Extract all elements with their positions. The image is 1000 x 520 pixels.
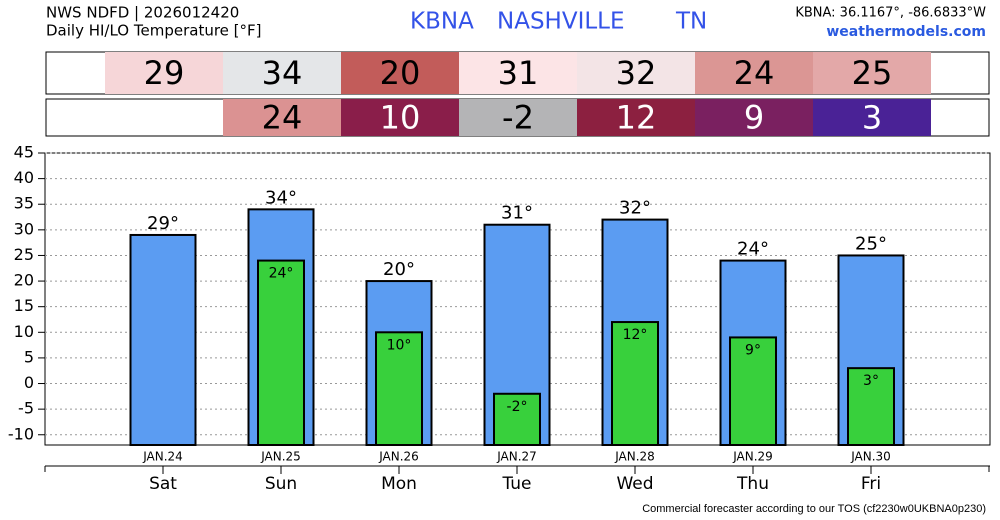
table-cell (577, 52, 695, 94)
site: weathermodels.com (826, 24, 986, 40)
y-tick-label: 0 (24, 373, 34, 392)
table-value: 9 (744, 99, 764, 137)
table-value: 12 (616, 99, 657, 137)
lo-bar (847, 367, 895, 446)
table-value: 32 (616, 54, 657, 92)
lo-label: 10° (387, 337, 412, 353)
y-tick-label: -10 (8, 424, 34, 443)
table-cell (459, 52, 577, 94)
table-value: 31 (498, 54, 539, 92)
x-day-label: Tue (501, 474, 531, 494)
y-tick-label: 35 (14, 194, 34, 213)
lo-label: -2° (507, 399, 528, 415)
table-cell (105, 52, 223, 94)
lo-label: 24° (269, 266, 294, 282)
table-value: 20 (380, 54, 421, 92)
table-value: 3 (862, 99, 882, 137)
hi-label: 34° (265, 187, 297, 208)
hi-label: 32° (619, 198, 651, 219)
table-value: 10 (380, 99, 421, 137)
x-day-label: Thu (736, 474, 769, 494)
city: NASHVILLE (497, 9, 625, 35)
table-value: 29 (144, 54, 185, 92)
state: TN (675, 9, 707, 35)
x-day-label: Sun (265, 474, 297, 494)
y-tick-label: -5 (18, 399, 34, 418)
hi-label: 20° (383, 259, 415, 280)
source: NWS NDFD | 2026012420 (46, 4, 239, 22)
table-cell (813, 52, 931, 94)
subtitle: Daily HI/LO Temperature [°F] (46, 22, 262, 40)
lo-bar (257, 259, 305, 446)
y-tick-label: 30 (14, 219, 34, 238)
y-tick-label: 5 (24, 347, 34, 366)
lo-label: 12° (623, 327, 648, 343)
table-cell (813, 99, 931, 136)
y-tick-label: 40 (14, 168, 34, 187)
hi-label: 29° (147, 213, 179, 234)
y-tick-label: 25 (14, 245, 34, 264)
coords: KBNA: 36.1167°, -86.6833°W (795, 6, 986, 21)
table-value: -2 (502, 99, 534, 137)
table-cell (577, 99, 695, 136)
x-day-label: Mon (381, 474, 417, 494)
lo-label: 9° (745, 342, 761, 358)
table-value: 34 (262, 54, 303, 92)
x-date-label: JAN.28 (614, 450, 655, 464)
lo-label: 3° (863, 373, 879, 389)
table-cell (223, 52, 341, 94)
table-cell (223, 99, 341, 136)
x-date-label: JAN.25 (260, 450, 301, 464)
lo-bar (493, 392, 541, 447)
table-cell (695, 52, 813, 94)
y-tick-label: 10 (14, 322, 34, 341)
x-date-label: JAN.24 (142, 450, 183, 464)
table-value: 25 (852, 54, 893, 92)
x-date-label: JAN.27 (496, 450, 537, 464)
table-cell (459, 99, 577, 136)
lo-bar (611, 321, 659, 447)
hi-label: 25° (855, 233, 887, 254)
lo-bar (729, 336, 777, 446)
x-day-label: Sat (149, 474, 177, 494)
table-cell (341, 52, 459, 94)
hi-label: 31° (501, 203, 533, 224)
table-value: 24 (262, 99, 303, 137)
hi-label: 24° (737, 239, 769, 260)
x-day-label: Wed (616, 474, 653, 494)
x-date-label: JAN.26 (378, 450, 419, 464)
x-day-label: Fri (861, 474, 881, 494)
y-tick-label: 20 (14, 271, 34, 290)
table-cell (341, 99, 459, 136)
footer: Commercial forecaster according to our T… (642, 503, 986, 515)
y-tick-label: 15 (14, 296, 34, 315)
x-date-label: JAN.29 (732, 450, 773, 464)
table-value: 24 (734, 54, 775, 92)
table-cell (695, 99, 813, 136)
station: KBNA (410, 9, 474, 35)
x-date-label: JAN.30 (850, 450, 891, 464)
y-tick-label: 45 (14, 143, 34, 162)
hi-bar (129, 233, 197, 446)
lo-bar (375, 331, 423, 446)
